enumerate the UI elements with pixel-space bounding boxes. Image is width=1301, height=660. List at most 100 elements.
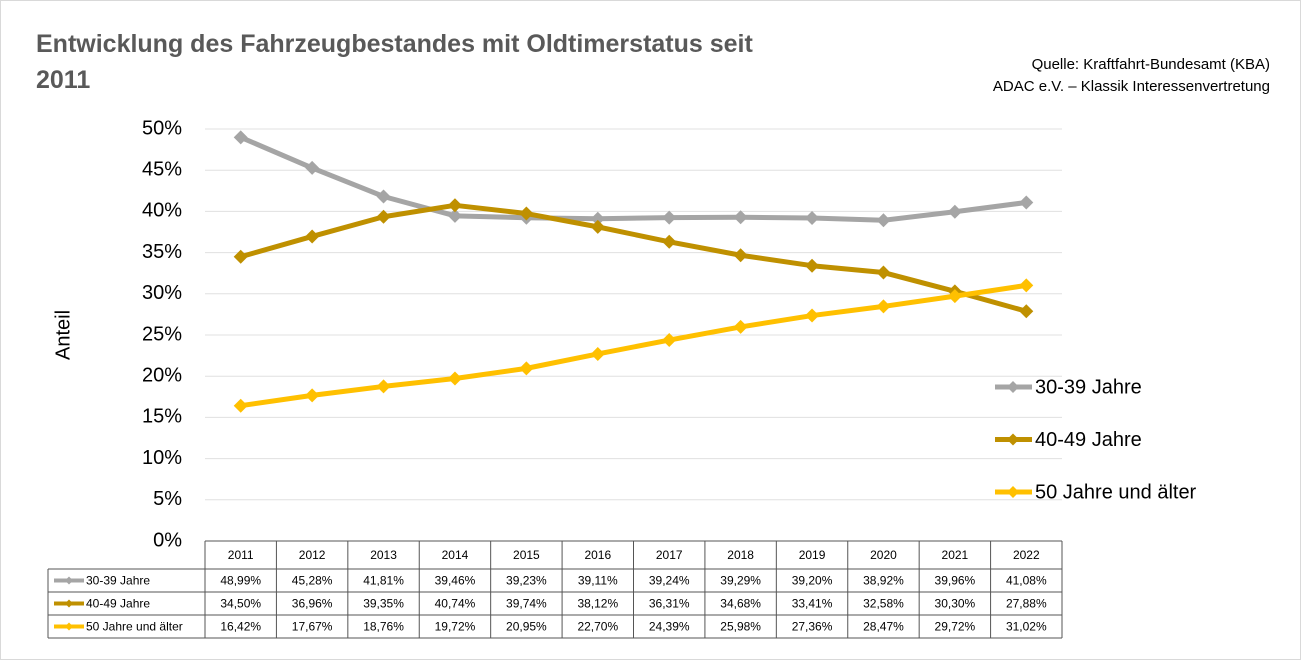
legend-label: 50 Jahre und älter bbox=[1035, 481, 1197, 503]
marker bbox=[1019, 195, 1034, 210]
y-tick-label: 15% bbox=[142, 406, 182, 428]
legend-label: 30-39 Jahre bbox=[1035, 376, 1142, 398]
x-tick-label: 2012 bbox=[299, 548, 326, 562]
marker bbox=[519, 206, 534, 221]
y-tick-label: 10% bbox=[142, 447, 182, 469]
x-tick-label: 2020 bbox=[870, 548, 897, 562]
marker bbox=[805, 210, 820, 225]
table-cell: 27,88% bbox=[1006, 597, 1047, 611]
table-legend-marker bbox=[65, 599, 73, 608]
x-tick-label: 2021 bbox=[942, 548, 969, 562]
table-row-label: 30-39 Jahre bbox=[86, 574, 150, 588]
table-cell: 29,72% bbox=[935, 620, 976, 634]
marker bbox=[1019, 304, 1034, 319]
table-cell: 33,41% bbox=[792, 597, 833, 611]
table-cell: 20,95% bbox=[506, 620, 547, 634]
marker bbox=[376, 379, 391, 394]
marker bbox=[662, 333, 677, 348]
y-tick-label: 5% bbox=[153, 488, 182, 510]
table-cell: 34,68% bbox=[720, 597, 761, 611]
y-tick-label: 45% bbox=[142, 158, 182, 180]
y-axis-label: Anteil bbox=[52, 310, 74, 360]
marker bbox=[733, 210, 748, 225]
x-tick-label: 2011 bbox=[228, 548, 254, 562]
marker bbox=[733, 248, 748, 263]
marker bbox=[305, 388, 320, 403]
table-cell: 40,74% bbox=[435, 597, 476, 611]
table-cell: 39,46% bbox=[435, 574, 476, 588]
marker bbox=[447, 208, 462, 223]
table-cell: 27,36% bbox=[792, 620, 833, 634]
table-cell: 16,42% bbox=[220, 620, 261, 634]
table-cell: 36,31% bbox=[649, 597, 690, 611]
table-cell: 30,30% bbox=[935, 597, 976, 611]
y-tick-label: 50% bbox=[142, 117, 182, 139]
legend-marker bbox=[1007, 486, 1019, 498]
y-tick-label: 40% bbox=[142, 200, 182, 222]
marker bbox=[947, 289, 962, 304]
table-cell: 24,39% bbox=[649, 620, 690, 634]
legend-marker bbox=[1007, 433, 1019, 446]
source: ADAC e.V. – Klassik Interessenvertretung bbox=[993, 78, 1270, 95]
table-cell: 41,81% bbox=[363, 574, 404, 588]
series-line bbox=[240, 202, 1027, 314]
table-cell: 39,24% bbox=[649, 574, 690, 588]
marker bbox=[305, 229, 320, 244]
x-tick-label: 2018 bbox=[727, 548, 754, 562]
y-tick-label: 30% bbox=[142, 282, 182, 304]
table-cell: 48,99% bbox=[220, 574, 261, 588]
table-cell: 25,98% bbox=[720, 620, 761, 634]
marker bbox=[733, 319, 748, 334]
x-tick-label: 2015 bbox=[513, 548, 540, 562]
series-line bbox=[239, 135, 1027, 223]
table-cell: 39,29% bbox=[720, 574, 761, 588]
marker bbox=[447, 198, 462, 213]
table-cell: 45,28% bbox=[292, 574, 333, 588]
marker bbox=[376, 209, 391, 224]
series-line bbox=[240, 282, 1027, 409]
marker bbox=[590, 211, 605, 226]
x-tick-label: 2017 bbox=[656, 548, 683, 562]
table-cell: 36,96% bbox=[292, 597, 333, 611]
marker bbox=[519, 361, 534, 376]
marker bbox=[662, 234, 677, 249]
table-cell: 39,23% bbox=[506, 574, 547, 588]
table-cell: 38,12% bbox=[577, 597, 618, 611]
table-cell: 19,72% bbox=[435, 620, 476, 634]
marker bbox=[590, 219, 605, 234]
x-tick-label: 2019 bbox=[799, 548, 826, 562]
legend-label: 40-49 Jahre bbox=[1035, 429, 1142, 451]
marker bbox=[805, 308, 820, 323]
table-cell: 31,02% bbox=[1006, 620, 1047, 634]
table-cell: 38,92% bbox=[863, 574, 904, 588]
marker bbox=[876, 299, 891, 314]
table-cell: 22,70% bbox=[577, 620, 618, 634]
table-cell: 28,47% bbox=[863, 620, 904, 634]
table-cell: 34,50% bbox=[220, 597, 261, 611]
table-cell: 39,35% bbox=[363, 597, 404, 611]
table-cell: 39,74% bbox=[506, 597, 547, 611]
table-cell: 39,96% bbox=[935, 574, 976, 588]
x-tick-label: 2013 bbox=[370, 548, 397, 562]
chart-title: Entwicklung des Fahrzeugbestandes mit Ol… bbox=[36, 30, 753, 94]
marker bbox=[590, 346, 605, 361]
table-cell: 18,76% bbox=[363, 620, 404, 634]
table-cell: 39,20% bbox=[792, 574, 833, 588]
table-row-label: 50 Jahre und älter bbox=[86, 620, 183, 634]
marker bbox=[876, 213, 891, 228]
y-tick-label: 0% bbox=[153, 529, 182, 551]
y-tick-label: 20% bbox=[142, 364, 182, 386]
source: Quelle: Kraftfahrt-Bundesamt (KBA) bbox=[1032, 56, 1270, 73]
marker bbox=[376, 189, 391, 204]
x-tick-label: 2022 bbox=[1013, 548, 1040, 562]
y-tick-label: 35% bbox=[142, 241, 182, 263]
marker bbox=[947, 204, 962, 219]
table-row-label: 40-49 Jahre bbox=[86, 597, 150, 611]
table-cell: 32,58% bbox=[863, 597, 904, 611]
marker bbox=[1019, 278, 1034, 293]
table-cell: 41,08% bbox=[1006, 574, 1047, 588]
marker bbox=[662, 210, 677, 225]
table-legend-marker bbox=[65, 576, 73, 585]
